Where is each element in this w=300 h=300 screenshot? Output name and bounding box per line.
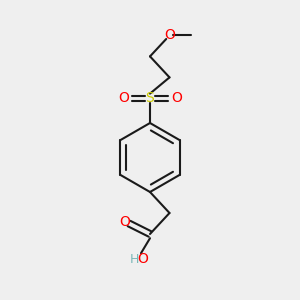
Text: H: H — [130, 253, 139, 266]
Text: O: O — [137, 252, 148, 266]
Text: O: O — [164, 28, 175, 42]
Text: O: O — [118, 92, 129, 105]
Text: O: O — [171, 92, 182, 105]
Text: S: S — [146, 92, 154, 105]
Text: O: O — [119, 215, 130, 229]
